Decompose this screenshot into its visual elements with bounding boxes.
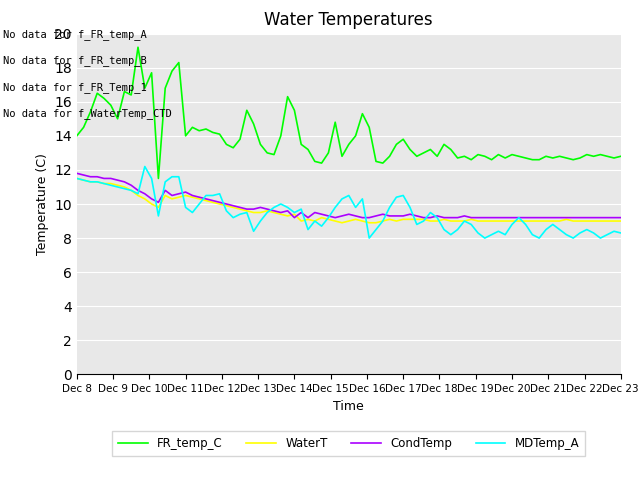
CondTemp — [522, 215, 529, 220]
FR_temp_C — [386, 154, 394, 159]
MDTemp_A — [426, 210, 434, 216]
WaterT — [617, 218, 625, 224]
MDTemp_A — [365, 235, 373, 241]
CondTemp — [549, 215, 557, 220]
WaterT — [570, 218, 577, 224]
WaterT — [549, 218, 557, 224]
CondTemp — [570, 215, 577, 220]
X-axis label: Time: Time — [333, 400, 364, 413]
Line: WaterT: WaterT — [77, 179, 621, 223]
MDTemp_A — [529, 232, 536, 238]
MDTemp_A — [488, 232, 495, 238]
MDTemp_A — [617, 230, 625, 236]
Text: No data for f_FR_temp_A: No data for f_FR_temp_A — [3, 29, 147, 40]
MDTemp_A — [386, 204, 394, 210]
WaterT — [73, 176, 81, 181]
WaterT — [522, 218, 529, 224]
WaterT — [420, 216, 428, 222]
FR_temp_C — [617, 154, 625, 159]
Legend: FR_temp_C, WaterT, CondTemp, MDTemp_A: FR_temp_C, WaterT, CondTemp, MDTemp_A — [112, 432, 586, 456]
MDTemp_A — [576, 230, 584, 236]
CondTemp — [379, 211, 387, 217]
CondTemp — [73, 170, 81, 176]
Text: No data for f_FR_Temp_1: No data for f_FR_Temp_1 — [3, 82, 147, 93]
MDTemp_A — [556, 227, 563, 232]
Text: No data for f_WaterTemp_CTD: No data for f_WaterTemp_CTD — [3, 108, 172, 119]
CondTemp — [291, 215, 298, 220]
FR_temp_C — [576, 155, 584, 161]
MDTemp_A — [141, 164, 148, 169]
FR_temp_C — [529, 157, 536, 163]
Title: Water Temperatures: Water Temperatures — [264, 11, 433, 29]
FR_temp_C — [556, 154, 563, 159]
WaterT — [379, 218, 387, 224]
CondTemp — [617, 215, 625, 220]
CondTemp — [420, 215, 428, 220]
Line: CondTemp: CondTemp — [77, 173, 621, 217]
FR_temp_C — [154, 176, 162, 181]
FR_temp_C — [488, 157, 495, 163]
WaterT — [481, 218, 489, 224]
WaterT — [338, 220, 346, 226]
Line: MDTemp_A: MDTemp_A — [77, 167, 621, 238]
FR_temp_C — [73, 133, 81, 139]
MDTemp_A — [73, 176, 81, 181]
Line: FR_temp_C: FR_temp_C — [77, 47, 621, 179]
FR_temp_C — [134, 44, 142, 50]
Text: No data for f_FR_temp_B: No data for f_FR_temp_B — [3, 55, 147, 66]
Y-axis label: Temperature (C): Temperature (C) — [36, 153, 49, 255]
FR_temp_C — [426, 146, 434, 152]
CondTemp — [481, 215, 489, 220]
